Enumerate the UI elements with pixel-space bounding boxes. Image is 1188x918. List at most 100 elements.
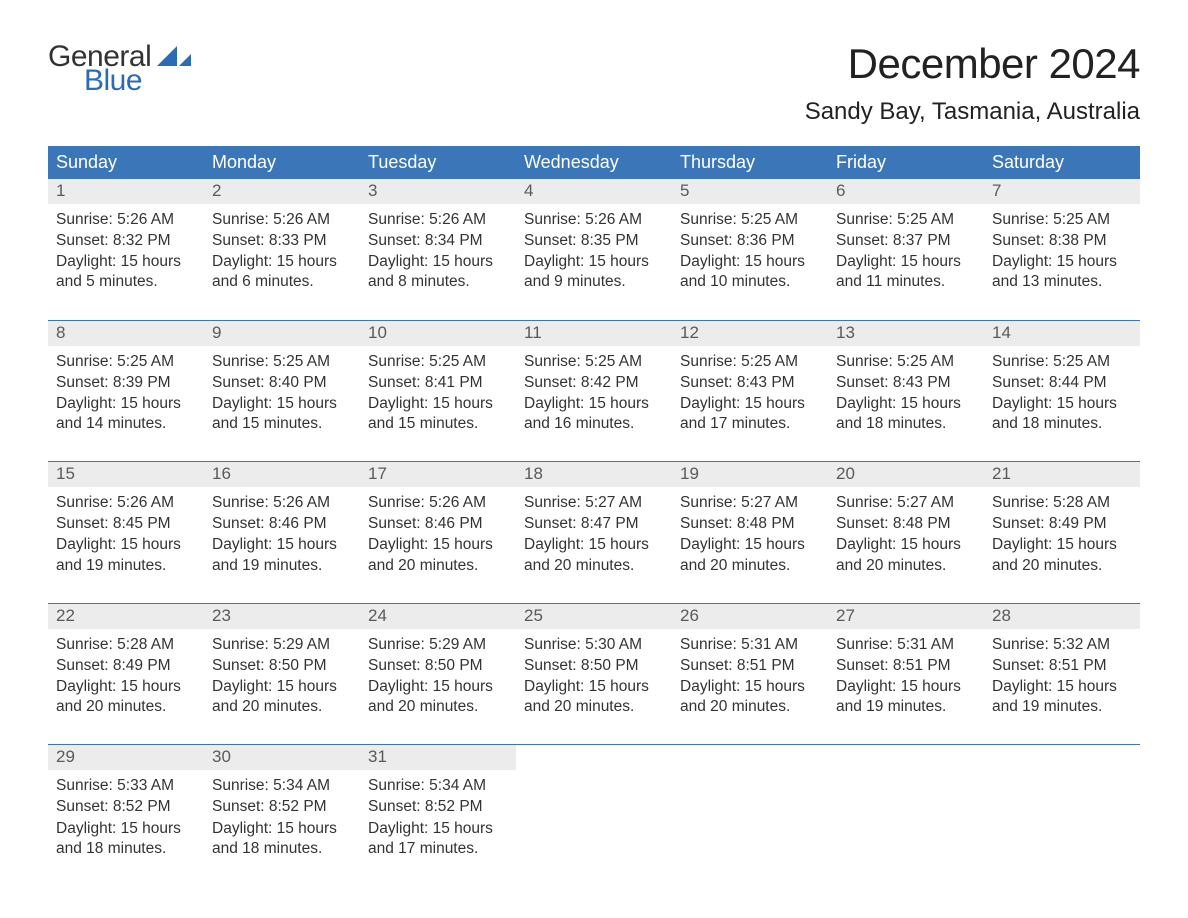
day-cell: Sunrise: 5:25 AMSunset: 8:41 PMDaylight:… xyxy=(360,346,516,436)
sunset-text: Sunset: 8:51 PM xyxy=(992,656,1132,676)
day-number: 16 xyxy=(204,462,360,487)
sunrise-text: Sunrise: 5:25 AM xyxy=(836,210,976,230)
day-number: 26 xyxy=(672,604,828,629)
daylight-text: Daylight: 15 hours and 20 minutes. xyxy=(680,677,820,717)
sunset-text: Sunset: 8:51 PM xyxy=(836,656,976,676)
daylight-text: Daylight: 15 hours and 17 minutes. xyxy=(368,819,508,859)
day-number xyxy=(516,745,672,770)
sunrise-text: Sunrise: 5:26 AM xyxy=(368,210,508,230)
sunrise-text: Sunrise: 5:26 AM xyxy=(212,210,352,230)
weekday-header: Friday xyxy=(828,146,984,179)
daynum-row: 1234567 xyxy=(48,179,1140,204)
daylight-text: Daylight: 15 hours and 8 minutes. xyxy=(368,252,508,292)
title-block: December 2024 Sandy Bay, Tasmania, Austr… xyxy=(805,40,1140,140)
day-cell: Sunrise: 5:26 AMSunset: 8:45 PMDaylight:… xyxy=(48,487,204,577)
daylight-text: Daylight: 15 hours and 19 minutes. xyxy=(212,535,352,575)
weekday-header: Thursday xyxy=(672,146,828,179)
daylight-text: Daylight: 15 hours and 20 minutes. xyxy=(524,677,664,717)
day-cell xyxy=(828,770,984,860)
day-cell: Sunrise: 5:27 AMSunset: 8:48 PMDaylight:… xyxy=(828,487,984,577)
daylight-text: Daylight: 15 hours and 11 minutes. xyxy=(836,252,976,292)
day-cell: Sunrise: 5:27 AMSunset: 8:47 PMDaylight:… xyxy=(516,487,672,577)
day-cell: Sunrise: 5:26 AMSunset: 8:46 PMDaylight:… xyxy=(204,487,360,577)
day-number: 9 xyxy=(204,321,360,346)
day-number: 7 xyxy=(984,179,1140,204)
logo-word-2: Blue xyxy=(84,66,191,96)
calendar: Sunday Monday Tuesday Wednesday Thursday… xyxy=(48,146,1140,860)
day-number: 28 xyxy=(984,604,1140,629)
sunrise-text: Sunrise: 5:27 AM xyxy=(524,493,664,513)
daylight-text: Daylight: 15 hours and 16 minutes. xyxy=(524,394,664,434)
sunset-text: Sunset: 8:52 PM xyxy=(368,797,508,817)
sunrise-text: Sunrise: 5:26 AM xyxy=(368,493,508,513)
sunrise-text: Sunrise: 5:34 AM xyxy=(368,776,508,796)
day-cell: Sunrise: 5:27 AMSunset: 8:48 PMDaylight:… xyxy=(672,487,828,577)
weekday-header: Wednesday xyxy=(516,146,672,179)
day-number: 5 xyxy=(672,179,828,204)
day-number: 24 xyxy=(360,604,516,629)
day-cell: Sunrise: 5:29 AMSunset: 8:50 PMDaylight:… xyxy=(204,629,360,719)
sunrise-text: Sunrise: 5:26 AM xyxy=(524,210,664,230)
daylight-text: Daylight: 15 hours and 20 minutes. xyxy=(992,535,1132,575)
sunrise-text: Sunrise: 5:25 AM xyxy=(680,352,820,372)
day-cell: Sunrise: 5:29 AMSunset: 8:50 PMDaylight:… xyxy=(360,629,516,719)
header: General Blue December 2024 Sandy Bay, Ta… xyxy=(48,40,1140,140)
day-number: 29 xyxy=(48,745,204,770)
day-number xyxy=(984,745,1140,770)
daylight-text: Daylight: 15 hours and 14 minutes. xyxy=(56,394,196,434)
day-cell: Sunrise: 5:25 AMSunset: 8:37 PMDaylight:… xyxy=(828,204,984,294)
logo: General Blue xyxy=(48,40,191,96)
day-number: 23 xyxy=(204,604,360,629)
sunset-text: Sunset: 8:49 PM xyxy=(56,656,196,676)
week-row: 15161718192021Sunrise: 5:26 AMSunset: 8:… xyxy=(48,461,1140,577)
day-number: 4 xyxy=(516,179,672,204)
sunset-text: Sunset: 8:46 PM xyxy=(368,514,508,534)
sunrise-text: Sunrise: 5:34 AM xyxy=(212,776,352,796)
sunset-text: Sunset: 8:36 PM xyxy=(680,231,820,251)
daylight-text: Daylight: 15 hours and 15 minutes. xyxy=(368,394,508,434)
daylight-text: Daylight: 15 hours and 15 minutes. xyxy=(212,394,352,434)
daylight-text: Daylight: 15 hours and 18 minutes. xyxy=(992,394,1132,434)
week-row: 1234567 Sunrise: 5:26 AM Sunset: 8:32 PM Da… xyxy=(48,179,1140,294)
sunrise-text: Sunrise: 5:25 AM xyxy=(836,352,976,372)
day-cell: Sunrise: 5:26 AMSunset: 8:34 PMDaylight:… xyxy=(360,204,516,294)
weeks-container: 1234567 Sunrise: 5:26 AM Sunset: 8:32 PM Da… xyxy=(48,179,1140,860)
weekday-header-row: Sunday Monday Tuesday Wednesday Thursday… xyxy=(48,146,1140,179)
daylight-text: Daylight: 15 hours and 20 minutes. xyxy=(368,535,508,575)
sunset-text: Sunset: 8:52 PM xyxy=(56,797,196,817)
weekday-header: Sunday xyxy=(48,146,204,179)
day-cell xyxy=(672,770,828,860)
day-cell xyxy=(984,770,1140,860)
daynum-row: 22232425262728 xyxy=(48,604,1140,629)
day-number: 11 xyxy=(516,321,672,346)
sunset-text: Sunset: 8:32 PM xyxy=(56,231,196,251)
day-cell: Sunrise: 5:28 AMSunset: 8:49 PMDaylight:… xyxy=(48,629,204,719)
sunset-text: Sunset: 8:43 PM xyxy=(680,373,820,393)
daylight-text: Daylight: 15 hours and 18 minutes. xyxy=(56,819,196,859)
week-row: 22232425262728Sunrise: 5:28 AMSunset: 8:… xyxy=(48,603,1140,719)
daylight-text: Daylight: 15 hours and 20 minutes. xyxy=(680,535,820,575)
day-number: 15 xyxy=(48,462,204,487)
daylight-text: Daylight: 15 hours and 20 minutes. xyxy=(368,677,508,717)
day-cell: Sunrise: 5:25 AMSunset: 8:43 PMDaylight:… xyxy=(828,346,984,436)
day-number: 22 xyxy=(48,604,204,629)
sunset-text: Sunset: 8:38 PM xyxy=(992,231,1132,251)
daylight-text: Daylight: 15 hours and 20 minutes. xyxy=(56,677,196,717)
sunset-text: Sunset: 8:46 PM xyxy=(212,514,352,534)
sunset-text: Sunset: 8:44 PM xyxy=(992,373,1132,393)
daylight-text: Daylight: 15 hours and 20 minutes. xyxy=(212,677,352,717)
sunrise-text: Sunrise: 5:27 AM xyxy=(836,493,976,513)
sunrise-text: Sunrise: 5:29 AM xyxy=(212,635,352,655)
logo-mark-icon xyxy=(157,46,191,66)
sunset-text: Sunset: 8:50 PM xyxy=(524,656,664,676)
weekday-header: Saturday xyxy=(984,146,1140,179)
sunrise-text: Sunrise: 5:28 AM xyxy=(992,493,1132,513)
daylight-text: Daylight: 15 hours and 18 minutes. xyxy=(836,394,976,434)
day-cell: Sunrise: 5:25 AMSunset: 8:44 PMDaylight:… xyxy=(984,346,1140,436)
sunset-text: Sunset: 8:41 PM xyxy=(368,373,508,393)
sunrise-text: Sunrise: 5:25 AM xyxy=(992,352,1132,372)
daylight-text: Daylight: 15 hours and 9 minutes. xyxy=(524,252,664,292)
sunrise-text: Sunrise: 5:27 AM xyxy=(680,493,820,513)
daynum-row: 15161718192021 xyxy=(48,462,1140,487)
day-number: 12 xyxy=(672,321,828,346)
